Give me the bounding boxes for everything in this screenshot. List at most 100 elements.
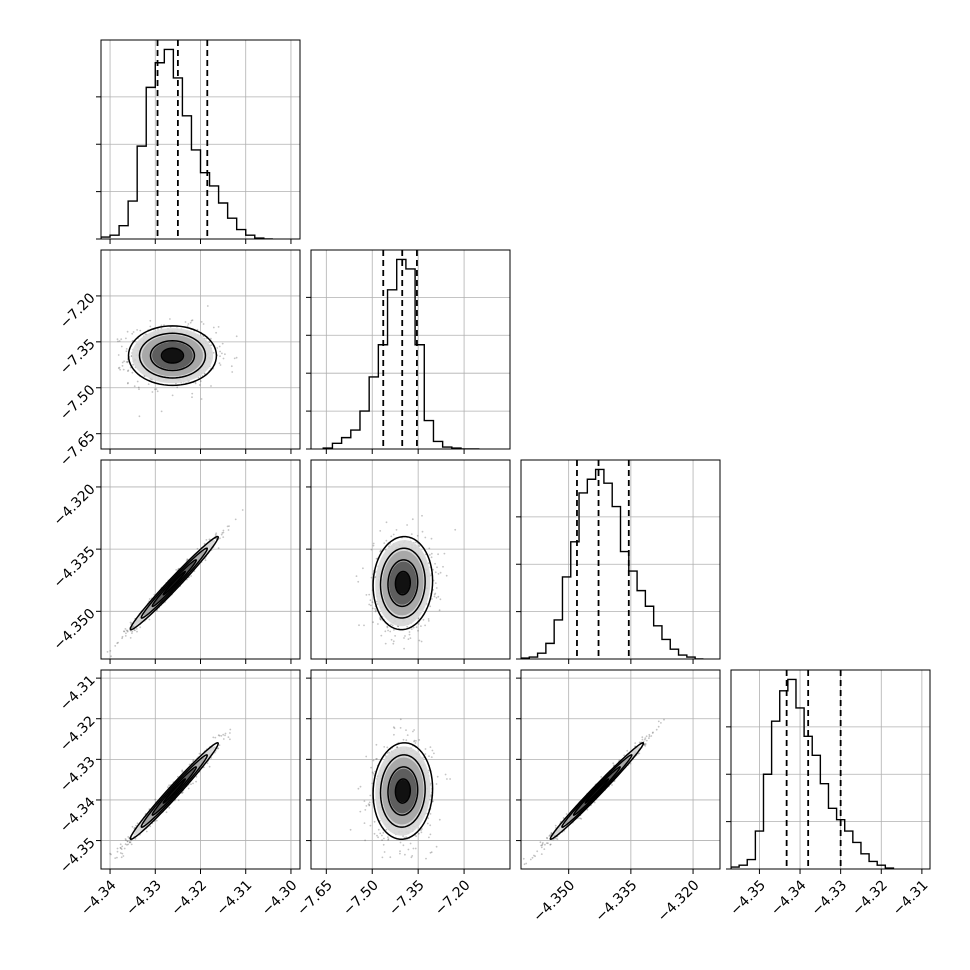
sample-point — [119, 843, 122, 846]
sample-point — [429, 833, 432, 836]
sample-point — [363, 822, 366, 824]
sample-point — [125, 348, 128, 350]
sample-point — [373, 820, 376, 823]
sample-point — [181, 769, 184, 772]
sample-point — [204, 559, 207, 562]
sample-point — [222, 357, 225, 360]
sample-point — [357, 787, 360, 790]
sample-point — [365, 805, 368, 807]
sample-point — [167, 786, 169, 788]
sample-point — [217, 326, 220, 328]
sample-point — [153, 593, 156, 596]
sample-point — [124, 628, 127, 630]
sample-point — [406, 734, 409, 736]
sample-point — [403, 647, 405, 650]
sample-point — [434, 582, 437, 584]
sample-point — [417, 617, 420, 620]
sample-point — [424, 753, 427, 755]
density-level-3 — [395, 779, 410, 803]
sample-point — [214, 533, 217, 536]
sample-point — [126, 844, 128, 846]
sample-point — [116, 642, 119, 645]
sample-point — [367, 803, 370, 805]
sample-point — [235, 356, 238, 359]
panel-frame — [730, 669, 931, 870]
sample-point — [375, 609, 377, 612]
sample-point — [364, 839, 366, 842]
scatter-panel-3-2 — [516, 669, 721, 874]
sample-point — [127, 369, 130, 372]
sample-point — [402, 835, 404, 837]
sample-point — [391, 624, 394, 627]
sample-point — [116, 338, 119, 341]
sample-point — [433, 593, 436, 596]
sample-point — [410, 628, 413, 630]
sample-point — [363, 624, 365, 627]
sample-point — [217, 547, 220, 549]
histogram-panel-0 — [96, 39, 301, 244]
contour-line-1 — [151, 766, 198, 816]
sample-point — [410, 856, 413, 859]
sample-point — [393, 629, 395, 631]
sample-point — [129, 637, 132, 639]
sample-point — [190, 575, 193, 577]
sample-point — [217, 734, 220, 737]
sample-point — [413, 729, 415, 731]
sample-point — [181, 770, 184, 773]
sample-point — [437, 595, 440, 598]
sample-point — [123, 630, 126, 633]
sample-point — [202, 323, 205, 325]
sample-point — [435, 783, 438, 785]
sample-point — [427, 620, 430, 622]
sample-point — [186, 558, 189, 561]
sample-point — [431, 598, 433, 600]
sample-point — [212, 736, 215, 739]
sample-point — [434, 592, 437, 595]
contour-line-3 — [129, 742, 220, 841]
sample-point — [408, 633, 411, 636]
sample-point — [385, 828, 388, 831]
sample-point — [116, 850, 119, 853]
sample-point — [525, 862, 528, 865]
sample-point — [222, 529, 225, 532]
sample-point — [382, 832, 385, 834]
sample-point — [121, 637, 123, 640]
sample-point — [191, 392, 194, 395]
sample-point — [227, 736, 230, 738]
sample-point — [386, 625, 389, 628]
sample-point — [402, 844, 405, 847]
panel-frame — [310, 249, 511, 450]
sample-point — [184, 321, 187, 323]
sample-point — [188, 763, 191, 766]
sample-point — [127, 382, 129, 384]
sample-point — [160, 327, 163, 330]
sample-point — [120, 338, 123, 341]
sample-point — [116, 847, 119, 850]
sample-point — [406, 524, 408, 526]
sample-point — [399, 727, 402, 729]
sample-point — [222, 531, 225, 534]
sample-point — [413, 740, 415, 743]
sample-point — [377, 836, 379, 839]
sample-point — [133, 385, 136, 388]
histogram-step-1 — [322, 258, 480, 449]
sample-point — [130, 839, 133, 842]
sample-point — [411, 518, 414, 521]
contour-line-3 — [372, 742, 434, 840]
sample-point — [371, 771, 374, 774]
sample-point — [121, 635, 124, 638]
sample-point — [375, 600, 378, 603]
contour-line-3 — [129, 535, 220, 631]
sample-point — [218, 734, 221, 737]
sample-point — [229, 732, 231, 734]
sample-point — [404, 635, 406, 637]
sample-point — [119, 368, 121, 371]
sample-point — [407, 848, 410, 851]
sample-point — [380, 618, 382, 621]
sample-point — [389, 856, 392, 859]
sample-point — [421, 530, 424, 533]
sample-point — [593, 801, 596, 804]
sample-point — [374, 610, 377, 613]
sample-point — [390, 535, 393, 538]
sample-point — [126, 629, 129, 632]
